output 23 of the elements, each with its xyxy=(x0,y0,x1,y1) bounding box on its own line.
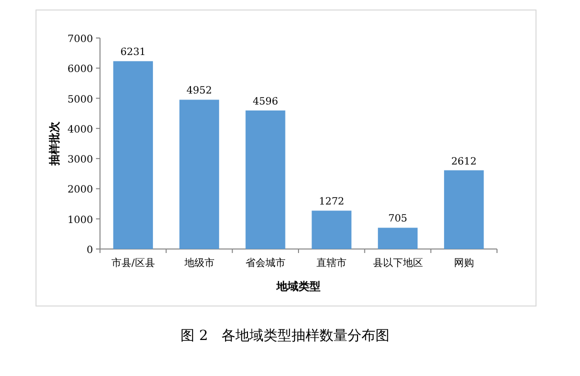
y-tick-label: 3000 xyxy=(68,154,93,166)
y-tick-label: 6000 xyxy=(68,64,93,76)
y-tick-label: 7000 xyxy=(68,34,93,45)
x-tick-label: 地级市 xyxy=(184,258,214,269)
x-tick-label: 市县/区县 xyxy=(111,258,155,269)
x-tick-label: 直辖市 xyxy=(316,258,347,269)
data-label: 6231 xyxy=(120,47,146,58)
title: 图 2 各地域类型抽样数量分布图 xyxy=(180,328,390,344)
x-label: 地域类型 xyxy=(276,280,320,293)
data-label: 4952 xyxy=(186,86,212,97)
data-label: 705 xyxy=(388,214,408,225)
data-label: 4596 xyxy=(252,96,278,108)
x-tick-label: 县以下地区 xyxy=(372,258,423,269)
y-tick-label: 2000 xyxy=(68,184,93,196)
data-label: 1272 xyxy=(318,196,344,208)
x-tick-label: 网购 xyxy=(454,258,474,269)
y-tick-label: 5000 xyxy=(68,94,93,106)
y-label: 抽样批次 xyxy=(48,122,61,166)
y-tick-label: 0 xyxy=(86,245,93,256)
x-tick-label: 省会城市 xyxy=(245,258,286,269)
y-tick-label: 1000 xyxy=(68,214,93,226)
y-tick-label: 4000 xyxy=(68,124,93,136)
data-label: 2612 xyxy=(451,156,477,168)
